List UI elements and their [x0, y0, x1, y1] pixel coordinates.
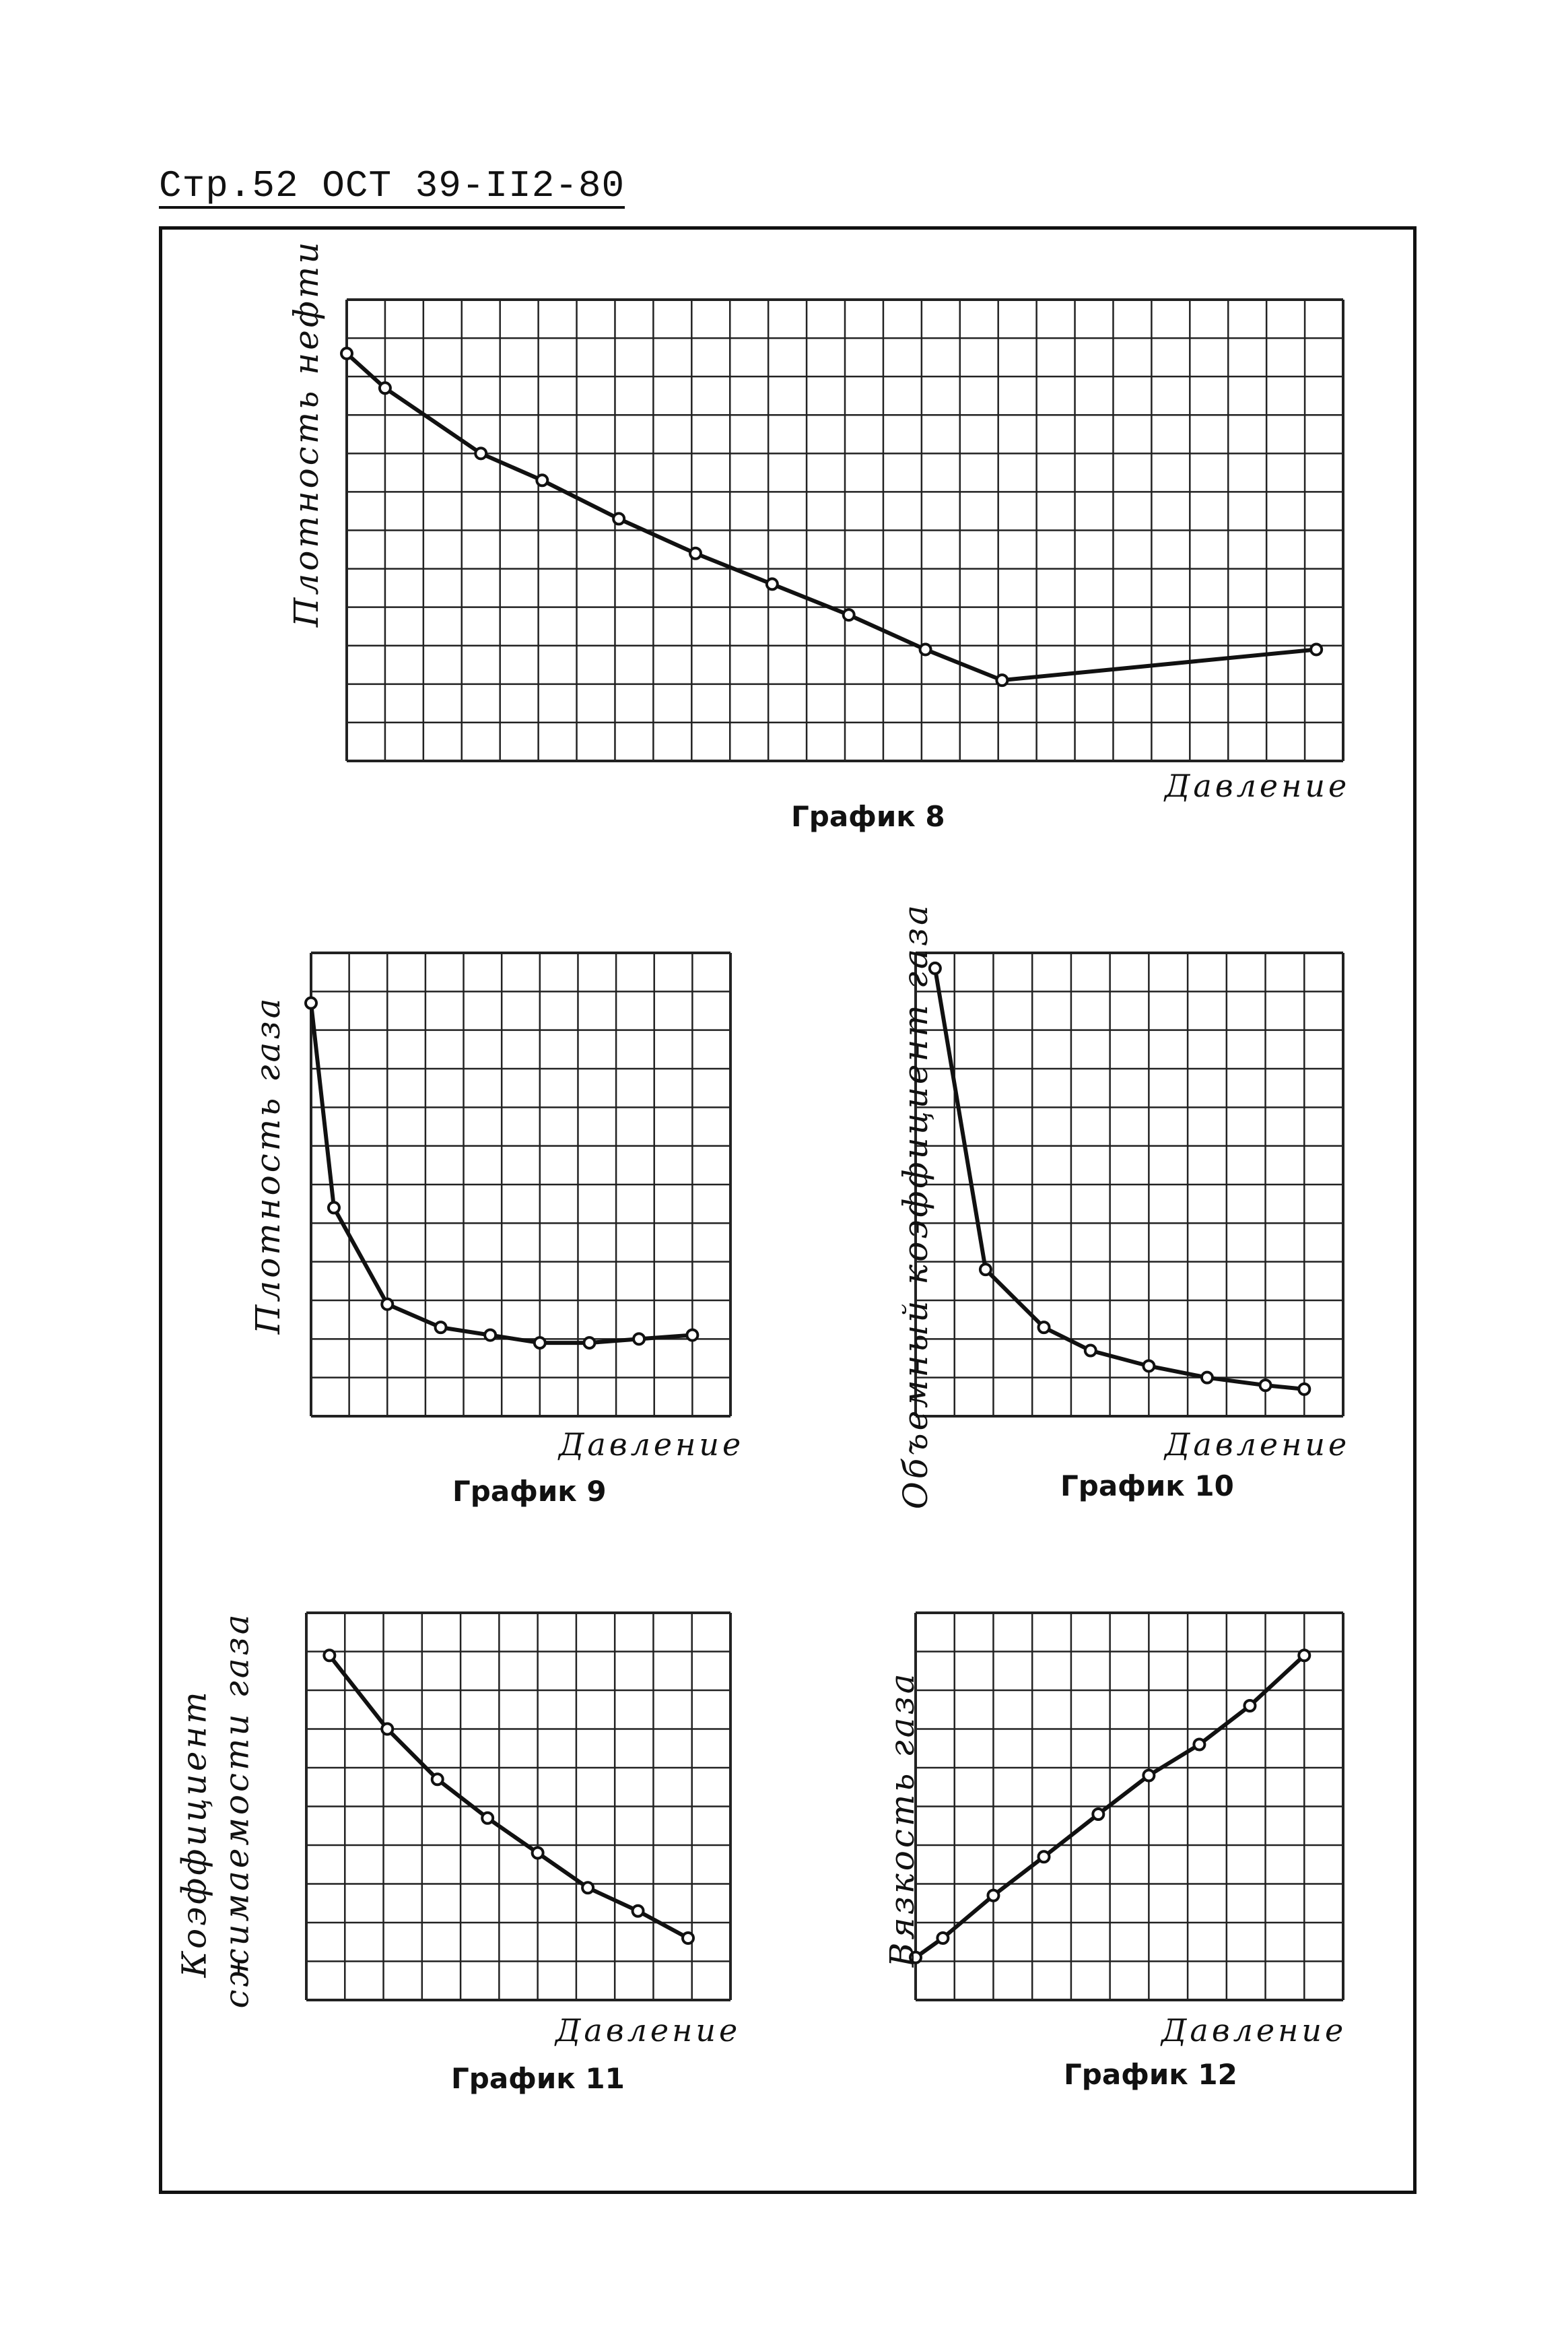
chart-10-data-point [928, 961, 942, 975]
chart-10-data-point [1037, 1321, 1051, 1335]
chart-12-data-point [936, 1931, 950, 1945]
chart-9-data-point [304, 996, 318, 1010]
chart-8-data-point [340, 346, 353, 360]
chart-9-caption: График 9 [452, 1475, 607, 1508]
chart-12-data-point [909, 1950, 922, 1964]
chart-9-data-point [380, 1297, 395, 1311]
chart-9-data-point [685, 1328, 700, 1342]
chart-11-data-point [481, 1811, 495, 1825]
chart-11-data-point [581, 1881, 595, 1895]
chart-10-data-point [1142, 1359, 1156, 1373]
chart-10-caption: График 10 [1060, 1469, 1234, 1502]
chart-12-caption: График 12 [1064, 2058, 1237, 2091]
chart-9-data-point [434, 1321, 448, 1335]
chart-9-data-point [327, 1201, 341, 1215]
chart-9-data-point [632, 1332, 646, 1346]
page-frame [159, 226, 1417, 2194]
chart-8-data-point [918, 642, 932, 657]
chart-8-xlabel: Давление [1165, 768, 1351, 804]
chart-11-xlabel: Давление [555, 2012, 741, 2049]
chart-8-caption: График 8 [791, 800, 945, 833]
chart-11-series-line [327, 1653, 690, 1940]
chart-12-data-point [1192, 1737, 1206, 1752]
chart-10-xlabel: Давление [1165, 1426, 1351, 1463]
chart-8-data-point [1309, 642, 1324, 657]
chart-10-data-point [1200, 1370, 1214, 1385]
page-header: Стр.52 ОСТ 39-II2-80 [159, 164, 625, 209]
chart-10-data-point [1297, 1382, 1311, 1396]
chart-8-data-point [765, 577, 779, 591]
chart-8-data-point [612, 512, 626, 526]
chart-11-data-point [380, 1722, 395, 1736]
chart-12-data-point [986, 1888, 1000, 1902]
chart-12-data-point [1142, 1768, 1156, 1783]
chart-8-data-point [995, 673, 1009, 688]
chart-8-data-point [535, 473, 549, 488]
chart-10-data-point [1083, 1343, 1097, 1358]
chart-9-data-point [533, 1336, 547, 1350]
chart-8-data-point [689, 546, 702, 560]
chart-12-data-point [1297, 1649, 1311, 1663]
chart-8-data-point [378, 381, 392, 395]
chart-8-data-point [474, 446, 488, 461]
chart-11-data-point [681, 1931, 695, 1945]
chart-10-data-point [978, 1263, 992, 1277]
chart-11-data-point [430, 1772, 444, 1787]
chart-9-data-point [582, 1336, 596, 1350]
chart-11-data-point [322, 1649, 337, 1663]
chart-12-xlabel: Давление [1161, 2012, 1347, 2049]
chart-12-ylabel: Вязкость газа [882, 1671, 922, 1968]
chart-11-data-point [631, 1904, 645, 1918]
chart-8-data-point [842, 608, 856, 622]
chart-11-caption: График 11 [451, 2062, 625, 2095]
chart-12-grid [914, 1611, 1344, 2001]
chart-12-data-point [1243, 1699, 1257, 1712]
chart-9-data-point [483, 1328, 498, 1342]
chart-10-data-point [1258, 1378, 1272, 1393]
chart-11-data-point [531, 1846, 545, 1860]
chart-12-data-point [1091, 1807, 1105, 1821]
chart-12-data-point [1037, 1850, 1051, 1864]
chart-9-grid [310, 952, 732, 1418]
chart-8-grid [345, 298, 1344, 762]
chart-9-xlabel: Давление [559, 1426, 745, 1463]
chart-10-series-line [932, 966, 1307, 1391]
